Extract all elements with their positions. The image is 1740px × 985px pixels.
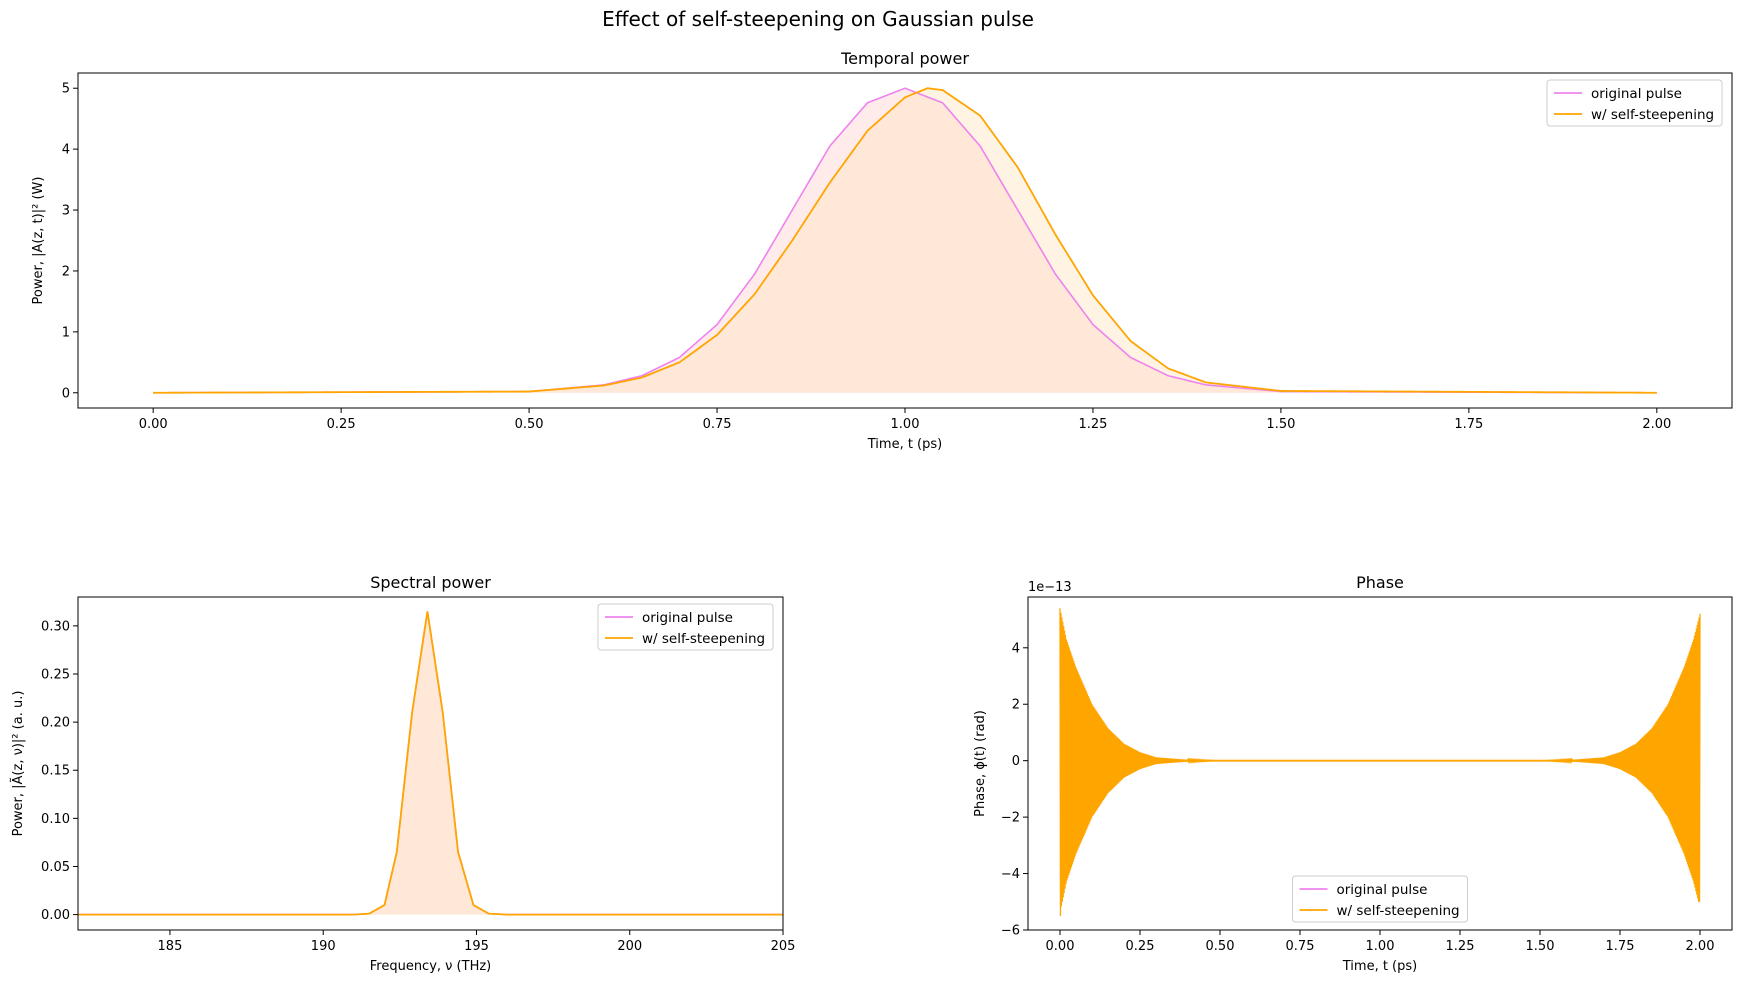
original-pulse-fill — [78, 611, 783, 915]
y-axis-label: Power, |Ã(z, ν)|² (a. u.) — [10, 691, 26, 837]
x-axis-label: Time, t (ps) — [1342, 959, 1417, 974]
y-tick-label: 4 — [1012, 641, 1020, 656]
y-tick-label: 4 — [62, 143, 70, 158]
legend-label: w/ self-steepening — [1337, 903, 1460, 919]
x-tick-label: 2.00 — [1686, 939, 1715, 954]
legend-label: original pulse — [1337, 882, 1428, 898]
y-tick-label: 0 — [62, 386, 70, 401]
spectral-power-chart: 185 190 195 200 205 0.00 0.05 0.10 0.15 0.20 0.25 0… — [10, 573, 795, 974]
y-offset-label: 1e−13 — [1028, 580, 1072, 595]
x-tick-label: 200 — [617, 939, 642, 954]
self-steepening-fill — [78, 611, 783, 915]
temporal-power-chart: 0.00 0.25 0.50 0.75 1.00 1.25 1.50 1.75 2.00 0 1 2 3… — [31, 49, 1733, 452]
y-tick-label: 0.00 — [41, 908, 70, 923]
y-tick-label: 2 — [62, 264, 70, 279]
x-tick-label: 0.50 — [1206, 939, 1235, 954]
x-tick-label: 1.25 — [1446, 939, 1475, 954]
phase-chart: 1e−13 0.00 0.25 0.50 0.75 1.00 1.25 1.50 1.75 2.0… — [973, 573, 1733, 974]
x-tick-label: 1.50 — [1526, 939, 1555, 954]
legend-box — [1546, 79, 1723, 127]
x-tick-label: 0.75 — [1286, 939, 1315, 954]
x-tick-label: 1.00 — [1366, 939, 1395, 954]
x-tick-label: 0.50 — [515, 417, 544, 432]
legend-label: original pulse — [642, 610, 733, 626]
y-tick-label: 0.10 — [41, 812, 70, 827]
y-tick-label: 0.25 — [41, 667, 70, 682]
legend-box — [597, 603, 774, 651]
self-steepening-fill — [153, 88, 1657, 393]
legend-label: w/ self-steepening — [642, 631, 765, 647]
x-tick-label: 1.75 — [1454, 417, 1483, 432]
original-pulse-fill — [153, 88, 1657, 393]
phase-title: Phase — [1356, 573, 1404, 592]
phase-legend: original pulse w/ self-steepening — [1292, 875, 1468, 923]
spectral-title: Spectral power — [370, 573, 491, 592]
y-tick-label: −6 — [1001, 924, 1020, 939]
x-tick-label: 1.00 — [891, 417, 920, 432]
y-tick-label: 0.15 — [41, 764, 70, 779]
spectral-legend: original pulse w/ self-steepening — [597, 603, 774, 651]
figure-title: Effect of self-steepening on Gaussian pu… — [602, 7, 1034, 31]
x-tick-label: 185 — [158, 939, 183, 954]
legend-label: w/ self-steepening — [1591, 107, 1714, 123]
temporal-title: Temporal power — [840, 49, 969, 68]
x-axis-label: Time, t (ps) — [867, 437, 942, 452]
y-axis-label: Phase, ϕ(t) (rad) — [973, 710, 988, 817]
x-tick-label: 1.75 — [1606, 939, 1635, 954]
x-tick-label: 0.25 — [327, 417, 356, 432]
self-steepening-line — [78, 611, 783, 916]
x-tick-label: 0.00 — [1046, 939, 1075, 954]
x-tick-label: 2.00 — [1642, 417, 1671, 432]
self-steepening-line — [153, 87, 1657, 394]
y-tick-label: 0.30 — [41, 619, 70, 634]
temporal-legend: original pulse w/ self-steepening — [1546, 79, 1723, 127]
x-axis-label: Frequency, ν (THz) — [370, 959, 492, 974]
spectral-plot-area — [78, 611, 783, 916]
legend-box — [1292, 875, 1468, 923]
y-tick-label: 0.20 — [41, 716, 70, 731]
temporal-plot-area — [153, 87, 1657, 394]
x-tick-label: 0.75 — [703, 417, 732, 432]
y-tick-label: 0.05 — [41, 860, 70, 875]
y-tick-label: 2 — [1012, 698, 1020, 713]
y-tick-label: 0 — [1012, 754, 1020, 769]
x-tick-label: 1.50 — [1266, 417, 1295, 432]
y-tick-label: 5 — [62, 82, 70, 97]
spectral-frame — [77, 596, 784, 931]
y-tick-label: −4 — [1001, 867, 1020, 882]
self-steepening-line — [1059, 608, 1701, 916]
y-tick-label: 1 — [62, 325, 70, 340]
x-tick-label: 0.00 — [139, 417, 168, 432]
y-tick-label: 3 — [62, 204, 70, 219]
legend-label: original pulse — [1591, 86, 1682, 102]
x-tick-label: 0.25 — [1126, 939, 1155, 954]
x-tick-label: 195 — [464, 939, 489, 954]
x-tick-label: 205 — [771, 939, 796, 954]
x-tick-label: 1.25 — [1078, 417, 1107, 432]
y-tick-label: −2 — [1001, 811, 1020, 826]
phase-plot-area — [1059, 608, 1701, 916]
y-axis-label: Power, |A(z, t)|² (W) — [31, 177, 46, 305]
x-tick-label: 190 — [311, 939, 336, 954]
